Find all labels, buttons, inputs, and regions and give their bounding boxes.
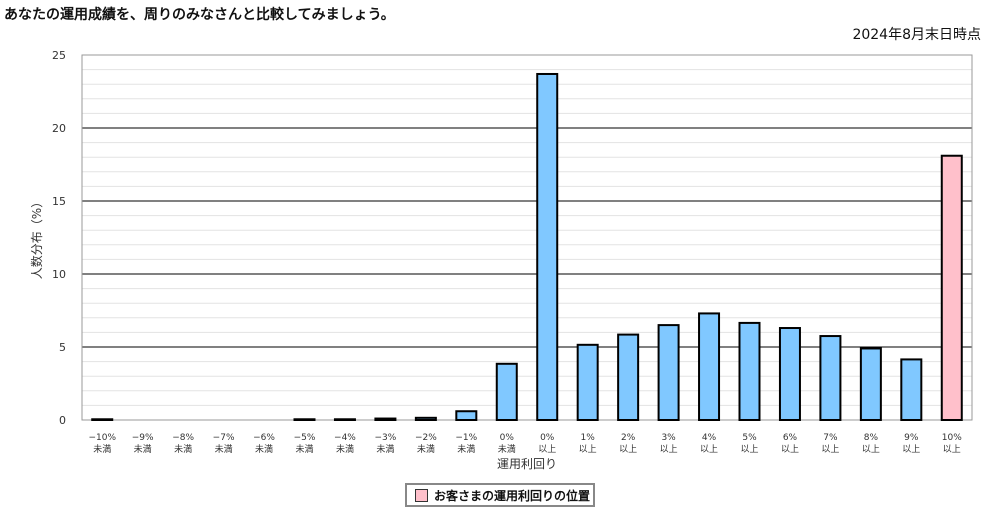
x-tick-label: 未満: [498, 443, 516, 455]
bar: [91, 418, 114, 421]
bar: [414, 416, 437, 421]
y-tick-label: 20: [52, 122, 66, 135]
bar: [859, 347, 882, 421]
bar: [333, 418, 356, 421]
page-title: あなたの運用成績を、周りのみなさんと比較してみましょう。: [4, 7, 395, 23]
x-tick-label: 2%: [621, 433, 636, 443]
bar: [698, 312, 721, 422]
x-tick-label: −10%: [88, 433, 116, 443]
x-tick-label: 以上: [740, 444, 758, 455]
bar: [576, 343, 599, 421]
y-tick-label: 25: [52, 49, 66, 62]
bar: [617, 333, 640, 421]
x-tick-label: 未満: [174, 443, 192, 455]
x-tick-label: 以上: [700, 444, 718, 455]
x-tick-label: −2%: [415, 433, 437, 443]
x-tick-label: 以上: [579, 444, 597, 455]
x-tick-label: −7%: [213, 433, 235, 443]
as-of-date: 2024年8月末日時点: [852, 27, 981, 43]
bar: [495, 362, 518, 422]
x-tick-label: 以上: [943, 444, 961, 455]
x-tick-label: 1%: [581, 433, 596, 443]
x-tick-label: 0%: [500, 433, 515, 443]
y-axis-label: 人数分布（%）: [29, 196, 44, 279]
legend: お客さまの運用利回りの位置: [405, 483, 595, 507]
bar: [738, 321, 761, 421]
x-tick-label: −1%: [455, 433, 477, 443]
x-tick-label: −3%: [374, 433, 396, 443]
bar: [778, 327, 801, 421]
x-tick-label: 5%: [742, 433, 757, 443]
legend-swatch: [415, 488, 428, 502]
x-tick-label: −8%: [172, 433, 194, 443]
x-tick-label: −5%: [294, 433, 316, 443]
x-tick-label: −9%: [132, 433, 154, 443]
x-tick-label: −4%: [334, 433, 356, 443]
bar: [293, 418, 316, 421]
x-tick-label: 以上: [619, 444, 637, 455]
x-tick-label: 以上: [660, 444, 678, 455]
x-tick-label: 未満: [295, 443, 313, 455]
x-tick-label: 7%: [823, 433, 838, 443]
bar: [536, 72, 559, 421]
x-tick-label: 8%: [864, 433, 879, 443]
bar: [455, 410, 478, 421]
x-tick-label: 以上: [781, 444, 799, 455]
bar-highlight: [940, 154, 963, 422]
x-tick-label: 4%: [702, 433, 717, 443]
bar: [819, 335, 842, 421]
x-tick-label: 未満: [376, 443, 394, 455]
x-tick-label: 未満: [417, 443, 435, 455]
x-tick-label: −6%: [253, 433, 275, 443]
bar: [374, 417, 397, 422]
plot-frame: [81, 54, 973, 421]
x-tick-label: 以上: [538, 444, 556, 455]
x-tick-label: 9%: [904, 433, 919, 443]
y-tick-label: 15: [52, 195, 66, 208]
x-tick-label: 未満: [93, 443, 111, 455]
x-tick-label: 未満: [457, 443, 475, 455]
x-tick-label: 未満: [134, 443, 152, 455]
x-tick-label: 以上: [902, 444, 920, 455]
y-tick-label: 10: [52, 268, 66, 281]
distribution-chart: 0510152025−10%未満−9%未満−8%未満−7%未満−6%未満−5%未…: [29, 49, 973, 471]
bar: [657, 324, 680, 422]
x-tick-label: 0%: [540, 433, 555, 443]
x-tick-label: 6%: [783, 433, 798, 443]
bar: [900, 358, 923, 422]
legend-label: お客さまの運用利回りの位置: [434, 488, 591, 503]
x-tick-label: 3%: [661, 433, 676, 443]
x-tick-label: 未満: [255, 443, 273, 455]
x-tick-label: 10%: [942, 433, 962, 443]
y-tick-label: 0: [59, 414, 66, 427]
x-tick-label: 以上: [862, 444, 880, 455]
y-tick-label: 5: [59, 341, 66, 354]
x-axis-label: 運用利回り: [497, 457, 557, 471]
x-tick-label: 未満: [336, 443, 354, 455]
x-tick-label: 以上: [821, 444, 839, 455]
x-tick-label: 未満: [215, 443, 233, 455]
